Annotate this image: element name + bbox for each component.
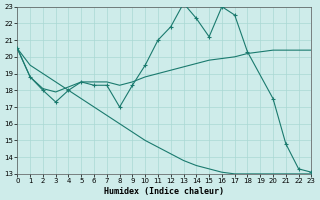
- X-axis label: Humidex (Indice chaleur): Humidex (Indice chaleur): [104, 187, 224, 196]
